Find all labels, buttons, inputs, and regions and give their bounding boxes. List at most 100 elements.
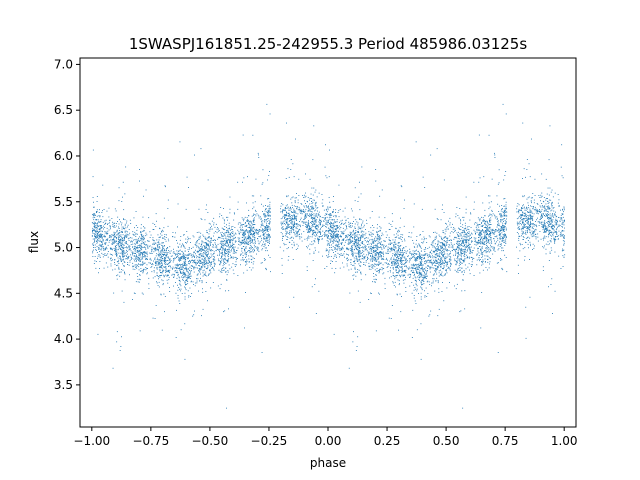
data-point [411, 253, 412, 255]
data-point [140, 264, 141, 266]
data-point [267, 236, 269, 238]
data-point [431, 264, 433, 266]
data-point [464, 230, 465, 232]
data-point [207, 251, 209, 253]
data-point [553, 228, 554, 230]
data-point [134, 242, 136, 244]
data-point [344, 207, 346, 209]
data-point [105, 249, 106, 251]
data-point [308, 223, 310, 224]
data-point [218, 269, 220, 271]
data-point [379, 195, 381, 197]
data-point [488, 242, 490, 244]
data-point [190, 272, 191, 274]
data-point [213, 258, 215, 260]
data-point [356, 234, 358, 236]
data-point [529, 224, 531, 226]
data-point [112, 243, 114, 245]
data-point [214, 226, 216, 228]
data-point [159, 247, 161, 249]
data-point [390, 318, 392, 319]
data-point [472, 264, 473, 266]
data-point [356, 238, 358, 240]
data-point [530, 243, 531, 245]
data-point [350, 268, 352, 270]
data-point [527, 237, 528, 239]
data-point [280, 218, 282, 220]
data-point [357, 336, 359, 338]
data-point [234, 213, 235, 215]
data-point [423, 283, 425, 285]
data-point [417, 276, 419, 278]
data-point [157, 244, 159, 246]
data-point [281, 273, 283, 274]
data-point [385, 252, 387, 254]
data-point [417, 256, 419, 258]
data-point [123, 226, 125, 228]
data-point [382, 268, 384, 270]
data-point [265, 259, 266, 261]
data-point [267, 241, 268, 243]
data-point [207, 260, 209, 262]
data-point [454, 269, 456, 271]
data-point [265, 226, 267, 228]
data-point [487, 234, 489, 236]
data-point [402, 252, 404, 254]
data-point [208, 257, 210, 259]
data-point [332, 241, 334, 242]
data-point [376, 260, 378, 262]
data-point [215, 246, 217, 248]
data-point [140, 248, 142, 250]
data-point [314, 204, 316, 206]
data-point [372, 257, 374, 259]
data-point [518, 215, 520, 217]
data-point [454, 258, 456, 260]
data-point [328, 229, 330, 231]
data-point [346, 265, 348, 267]
data-point [282, 228, 284, 230]
data-point [499, 235, 501, 237]
data-point [380, 246, 381, 248]
data-point [262, 169, 264, 171]
data-point [387, 248, 389, 250]
data-point [93, 263, 95, 264]
data-point [267, 218, 269, 219]
data-point [395, 270, 397, 272]
data-point [326, 177, 328, 179]
data-point [118, 252, 120, 254]
data-point [536, 203, 538, 204]
data-point [526, 159, 528, 160]
data-point [541, 214, 542, 216]
data-point [422, 280, 424, 281]
data-point [294, 216, 296, 218]
data-point [425, 260, 427, 261]
data-point [479, 220, 481, 222]
data-point [242, 242, 243, 244]
data-point [494, 250, 496, 252]
data-point [459, 311, 461, 313]
data-point [103, 225, 104, 227]
data-point [544, 221, 546, 223]
data-point [167, 247, 169, 249]
data-point [94, 247, 96, 248]
data-point [286, 196, 288, 198]
data-point [251, 227, 253, 229]
data-point [335, 228, 337, 230]
data-point [131, 241, 133, 242]
data-point [214, 259, 216, 261]
data-point [396, 233, 398, 235]
data-point [137, 247, 138, 249]
data-point [351, 208, 352, 210]
data-point [447, 237, 449, 239]
data-point [209, 262, 211, 264]
data-point [464, 254, 465, 256]
data-point [476, 254, 478, 256]
data-point [173, 259, 175, 261]
data-point [182, 257, 184, 259]
data-point [332, 229, 334, 231]
data-point [494, 214, 495, 216]
data-point [492, 228, 494, 230]
data-point [364, 237, 366, 239]
data-point [143, 246, 145, 248]
data-point [375, 278, 377, 280]
